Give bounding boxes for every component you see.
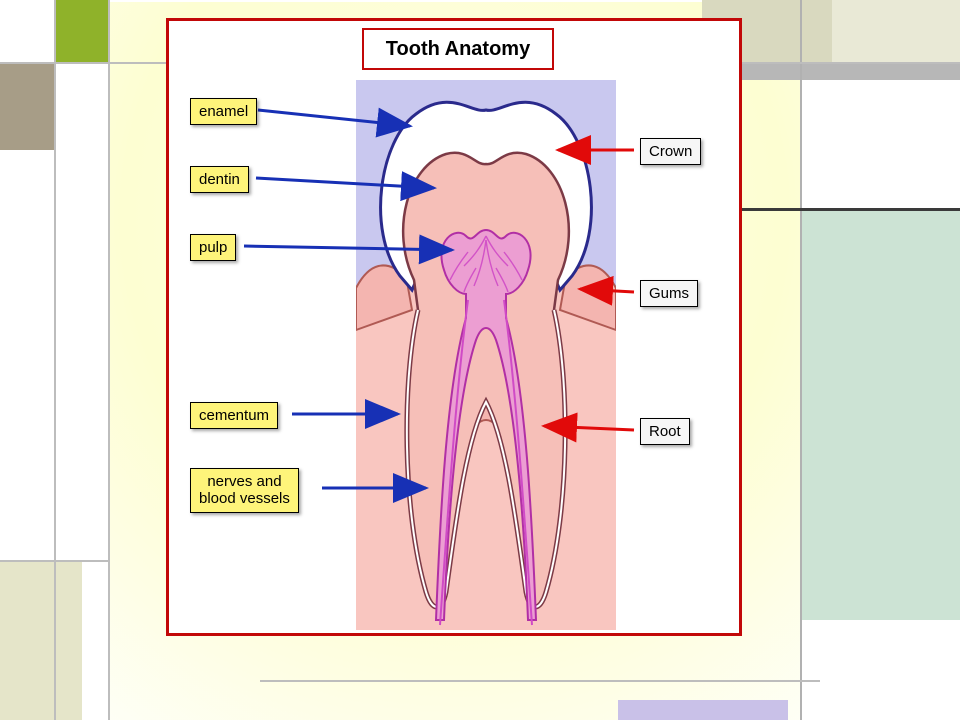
bg-block [832, 0, 960, 62]
label-nerves: nerves and blood vessels [190, 468, 299, 513]
label-root: Root [640, 418, 690, 445]
bg-grid [260, 680, 820, 682]
bg-block [0, 62, 54, 150]
bg-block [0, 560, 82, 720]
bg-grid [0, 560, 110, 562]
bg-block [802, 210, 960, 620]
bg-grid [108, 0, 110, 720]
label-pulp: pulp [190, 234, 236, 261]
tooth-diagram: Tooth Anatomy [166, 18, 742, 636]
label-cementum: cementum [190, 402, 278, 429]
label-enamel: enamel [190, 98, 257, 125]
diagram-title: Tooth Anatomy [362, 28, 554, 70]
stage: Tooth Anatomy [0, 0, 960, 720]
label-dentin: dentin [190, 166, 249, 193]
label-crown: Crown [640, 138, 701, 165]
bg-grid [730, 208, 960, 211]
bg-grid [800, 0, 802, 720]
tooth-illustration [356, 80, 616, 630]
bg-block [618, 700, 788, 720]
bg-grid [54, 0, 56, 720]
label-gums: Gums [640, 280, 698, 307]
bg-block [54, 0, 108, 62]
